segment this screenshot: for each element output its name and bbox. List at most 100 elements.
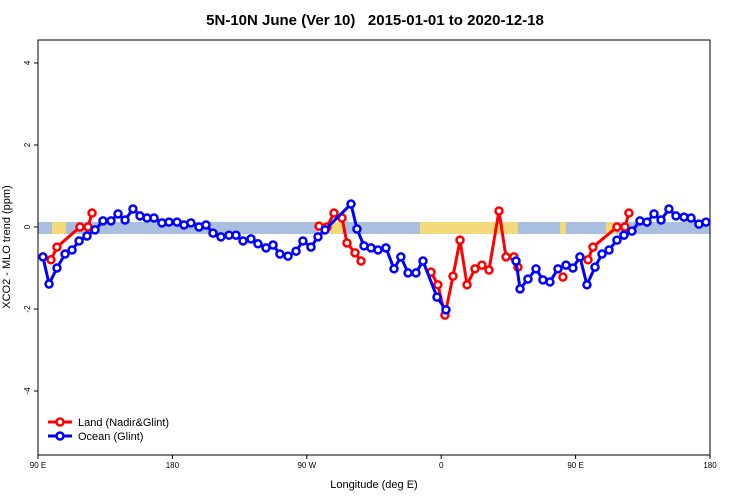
point bbox=[590, 262, 600, 272]
point bbox=[164, 217, 174, 227]
legend-label: Land (Nadir&Glint) bbox=[78, 417, 169, 429]
point bbox=[46, 255, 56, 265]
point bbox=[664, 204, 674, 214]
point bbox=[582, 280, 592, 290]
x-axis-label: Longitude (deg E) bbox=[330, 479, 417, 491]
point bbox=[545, 277, 555, 287]
point bbox=[511, 256, 521, 266]
point bbox=[649, 209, 659, 219]
legend-marker bbox=[55, 417, 65, 427]
point bbox=[373, 245, 383, 255]
plot-frame bbox=[37, 39, 711, 456]
point bbox=[231, 230, 241, 240]
point bbox=[656, 215, 666, 225]
point bbox=[253, 239, 263, 249]
point bbox=[470, 264, 480, 274]
point bbox=[275, 249, 285, 259]
point bbox=[186, 218, 196, 228]
point bbox=[432, 292, 442, 302]
point bbox=[342, 238, 352, 248]
point bbox=[494, 206, 504, 216]
point bbox=[128, 204, 138, 214]
point bbox=[44, 279, 54, 289]
point bbox=[350, 248, 360, 258]
point bbox=[208, 228, 218, 238]
point bbox=[246, 234, 256, 244]
point bbox=[320, 225, 330, 235]
point bbox=[60, 249, 70, 259]
point bbox=[583, 255, 593, 265]
point bbox=[216, 232, 226, 242]
point bbox=[612, 222, 622, 232]
x-tick-label: 0 bbox=[439, 461, 444, 470]
point bbox=[418, 256, 428, 266]
point bbox=[113, 209, 123, 219]
point bbox=[462, 280, 472, 290]
y-tick-label: 2 bbox=[23, 142, 32, 147]
point bbox=[612, 235, 622, 245]
point bbox=[306, 242, 316, 252]
point bbox=[283, 251, 293, 261]
point bbox=[396, 252, 406, 262]
chart-title: 5N-10N June (Ver 10) 2015-01-01 to 2020-… bbox=[206, 12, 544, 29]
point bbox=[381, 243, 391, 253]
point bbox=[268, 240, 278, 250]
point bbox=[523, 274, 533, 284]
point bbox=[604, 245, 614, 255]
point bbox=[90, 225, 100, 235]
x-tick-label: 90 E bbox=[30, 461, 46, 470]
point bbox=[588, 242, 598, 252]
point bbox=[356, 256, 366, 266]
point bbox=[686, 213, 696, 223]
point bbox=[448, 271, 458, 281]
point bbox=[298, 236, 308, 246]
point bbox=[75, 222, 85, 232]
point bbox=[74, 236, 84, 246]
x-tick-label: 180 bbox=[703, 461, 717, 470]
x-tick-label: 90 E bbox=[567, 461, 583, 470]
point bbox=[597, 249, 607, 259]
point bbox=[701, 217, 711, 227]
point bbox=[433, 280, 443, 290]
legend-marker bbox=[55, 431, 65, 441]
point bbox=[238, 236, 248, 246]
point bbox=[575, 252, 585, 262]
point bbox=[346, 199, 356, 209]
point bbox=[553, 264, 563, 274]
point bbox=[87, 208, 97, 218]
point bbox=[627, 226, 637, 236]
point bbox=[411, 268, 421, 278]
point bbox=[82, 231, 92, 241]
x-tick-label: 90 W bbox=[297, 461, 316, 470]
point bbox=[515, 284, 525, 294]
point bbox=[558, 272, 568, 282]
point bbox=[455, 235, 465, 245]
point bbox=[38, 252, 48, 262]
point bbox=[352, 224, 362, 234]
point bbox=[329, 208, 339, 218]
point bbox=[98, 216, 108, 226]
x-tick-label: 180 bbox=[166, 461, 180, 470]
legend-label: Ocean (Glint) bbox=[78, 431, 143, 443]
point bbox=[67, 245, 77, 255]
point bbox=[624, 208, 634, 218]
y-axis-label: XCO2 - MLO trend (ppm) bbox=[1, 185, 13, 308]
point bbox=[484, 265, 494, 275]
point bbox=[313, 232, 323, 242]
point bbox=[568, 263, 578, 273]
point bbox=[149, 213, 159, 223]
point bbox=[52, 242, 62, 252]
y-tick-label: 0 bbox=[23, 224, 32, 229]
point bbox=[389, 264, 399, 274]
point bbox=[441, 305, 451, 315]
point bbox=[620, 222, 630, 232]
point bbox=[477, 260, 487, 270]
y-tick-label: -2 bbox=[23, 305, 32, 313]
point bbox=[120, 215, 130, 225]
point bbox=[642, 217, 652, 227]
y-tick-label: -4 bbox=[23, 387, 32, 395]
point bbox=[291, 246, 301, 256]
y-tick-label: 4 bbox=[23, 60, 32, 65]
point bbox=[619, 230, 629, 240]
